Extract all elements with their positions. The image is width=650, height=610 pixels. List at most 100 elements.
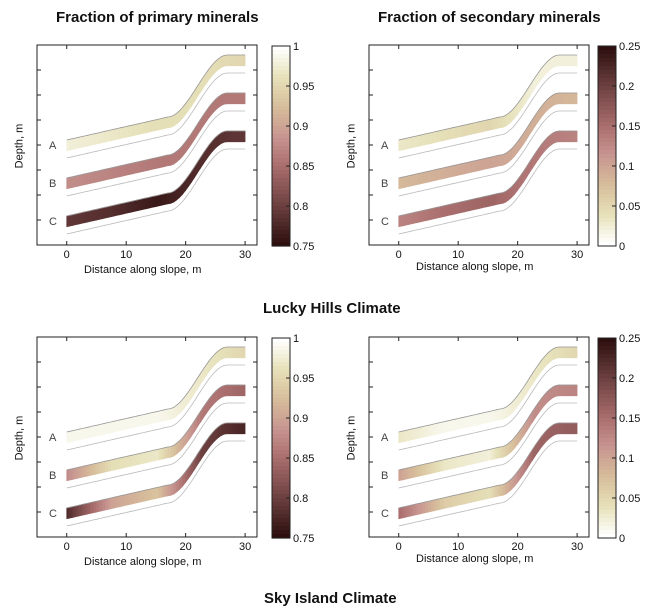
band-cell bbox=[117, 495, 121, 508]
band-cell bbox=[451, 126, 456, 139]
band-cell bbox=[167, 192, 172, 205]
band-cell bbox=[478, 120, 483, 133]
band-cell bbox=[484, 449, 489, 462]
band-cell bbox=[241, 54, 246, 67]
band-cell bbox=[232, 92, 237, 105]
band-cell bbox=[128, 416, 133, 429]
band-cell bbox=[96, 500, 100, 513]
band-cell bbox=[235, 130, 240, 143]
colorbar-cell bbox=[598, 62, 616, 67]
band-cell bbox=[96, 424, 100, 437]
band-cell bbox=[567, 384, 572, 397]
band-cell bbox=[419, 464, 423, 477]
colorbar-cell bbox=[598, 362, 616, 367]
colorbar-cell bbox=[272, 242, 290, 247]
colorbar-cell bbox=[272, 362, 290, 367]
band-cell bbox=[122, 456, 127, 469]
colorbar-cell bbox=[598, 90, 616, 95]
band-cell bbox=[556, 384, 560, 397]
x-tick-label: 0 bbox=[64, 541, 70, 553]
band-cell bbox=[69, 506, 73, 519]
band-cell bbox=[128, 492, 133, 505]
band-cell bbox=[407, 504, 411, 518]
band-cell bbox=[221, 384, 225, 398]
band-cell bbox=[155, 194, 160, 207]
band-cell bbox=[170, 114, 175, 128]
band-cell bbox=[99, 423, 103, 436]
band-cell bbox=[66, 214, 70, 228]
band-cell bbox=[419, 426, 423, 439]
band-upper-boundary bbox=[66, 54, 246, 141]
band-cell bbox=[114, 458, 118, 471]
colorbar-cell bbox=[272, 198, 290, 203]
colorbar-tick-label: 0.25 bbox=[619, 333, 640, 345]
colorbar-cell bbox=[598, 86, 616, 91]
colorbar-cell bbox=[598, 522, 616, 527]
colorbar-cell bbox=[598, 486, 616, 491]
colorbar-cell bbox=[272, 134, 290, 139]
band-cell bbox=[428, 132, 432, 145]
band-cell bbox=[449, 495, 453, 508]
band-cell bbox=[573, 346, 578, 359]
colorbar-cell bbox=[598, 150, 616, 155]
band-cell bbox=[502, 444, 507, 458]
band-cell bbox=[413, 211, 417, 224]
colorbar-cell bbox=[598, 226, 616, 231]
colorbar-cell bbox=[598, 406, 616, 411]
band-cell bbox=[573, 384, 578, 397]
band-cell bbox=[404, 467, 408, 480]
band-cell bbox=[227, 92, 231, 105]
band-cell bbox=[170, 152, 175, 166]
colorbar-cell bbox=[272, 374, 290, 379]
colorbar-cell bbox=[272, 510, 290, 515]
band-cell bbox=[496, 446, 501, 459]
band-cell bbox=[146, 158, 151, 171]
band-cell bbox=[404, 137, 408, 150]
band-cell bbox=[398, 506, 402, 520]
colorbar-cell bbox=[272, 438, 290, 443]
band-cell bbox=[466, 199, 471, 212]
band-cell bbox=[75, 428, 79, 442]
band-cell bbox=[502, 190, 507, 204]
band-cell bbox=[434, 130, 438, 144]
band-cell bbox=[81, 211, 85, 224]
band-cell bbox=[232, 54, 237, 67]
band-cell bbox=[466, 453, 471, 466]
band-cell bbox=[221, 92, 225, 106]
colorbar-cell bbox=[272, 222, 290, 227]
band-cell bbox=[457, 163, 462, 176]
colorbar-cell bbox=[598, 482, 616, 487]
band-cell bbox=[137, 452, 142, 465]
colorbar-cell bbox=[272, 218, 290, 223]
band-cell bbox=[567, 422, 572, 435]
band-cell bbox=[457, 125, 462, 138]
band-cell bbox=[422, 209, 426, 222]
band-lower-boundary bbox=[66, 364, 246, 451]
x-tick-label: 20 bbox=[512, 249, 524, 261]
band-lower-boundary bbox=[66, 110, 246, 197]
band-cell bbox=[457, 493, 462, 506]
band-cell bbox=[556, 54, 560, 67]
band-cell bbox=[431, 461, 435, 474]
colorbar-cell bbox=[598, 182, 616, 187]
band-cell bbox=[451, 418, 456, 431]
colorbar-cell bbox=[272, 394, 290, 399]
profile-label-a: A bbox=[49, 140, 57, 152]
band-cell bbox=[146, 412, 151, 425]
x-tick-label: 30 bbox=[239, 541, 251, 553]
band-cell bbox=[451, 164, 456, 178]
band-cell bbox=[131, 162, 136, 175]
band-cell bbox=[146, 120, 151, 133]
band-cell bbox=[235, 92, 240, 105]
band-cell bbox=[469, 490, 474, 503]
band-cell bbox=[570, 54, 575, 67]
band-cell bbox=[413, 135, 417, 148]
band-cell bbox=[561, 130, 566, 143]
band-cell bbox=[224, 346, 228, 359]
colorbar-tick-label: 0.15 bbox=[619, 413, 640, 425]
colorbar-cell bbox=[598, 174, 616, 179]
band-cell bbox=[437, 460, 441, 473]
band-cell bbox=[407, 174, 411, 188]
colorbar-cell bbox=[598, 390, 616, 395]
band-cell bbox=[221, 54, 225, 68]
